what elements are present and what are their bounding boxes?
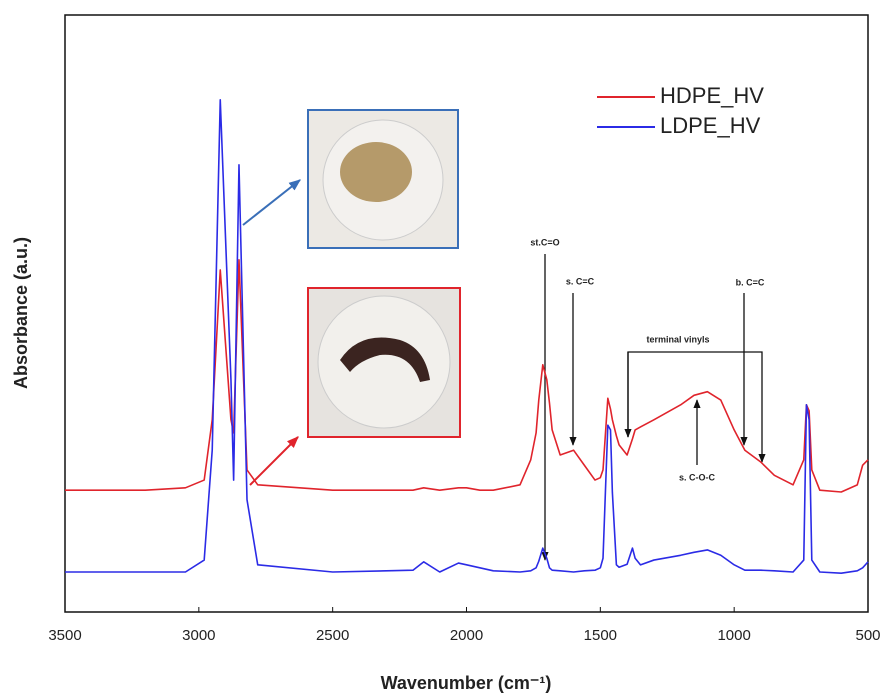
annotation-arrows [541,254,766,561]
spectrum-line [65,98,869,574]
x-tick-label: 3500 [48,627,81,644]
y-axis-label: Absorbance (a.u.) [11,237,31,389]
legend-label: LDPE_HV [660,113,761,138]
annotation: s. C=C [566,276,595,286]
annotation: s. C-O-C [679,472,716,482]
x-tick-label: 2500 [316,627,349,644]
x-tick-label: 1000 [717,627,750,644]
x-tick-label: 2000 [450,627,483,644]
annotation: terminal vinyls [646,334,709,344]
x-tick-label: 3000 [182,627,215,644]
x-tick-label: 1500 [584,627,617,644]
x-axis-label: Wavenumber (cm⁻¹) [381,673,552,693]
spectrum-line [65,258,869,493]
inset-arrow [249,436,299,486]
legend-label: HDPE_HV [660,83,764,108]
inset-photo-hdpe [307,287,461,438]
annotation: st.C=O [530,237,559,247]
x-tick-label: 500 [855,627,880,644]
inset-arrow [242,179,301,226]
annotation: b. C=C [736,277,765,287]
inset-photo-ldpe [307,109,459,249]
